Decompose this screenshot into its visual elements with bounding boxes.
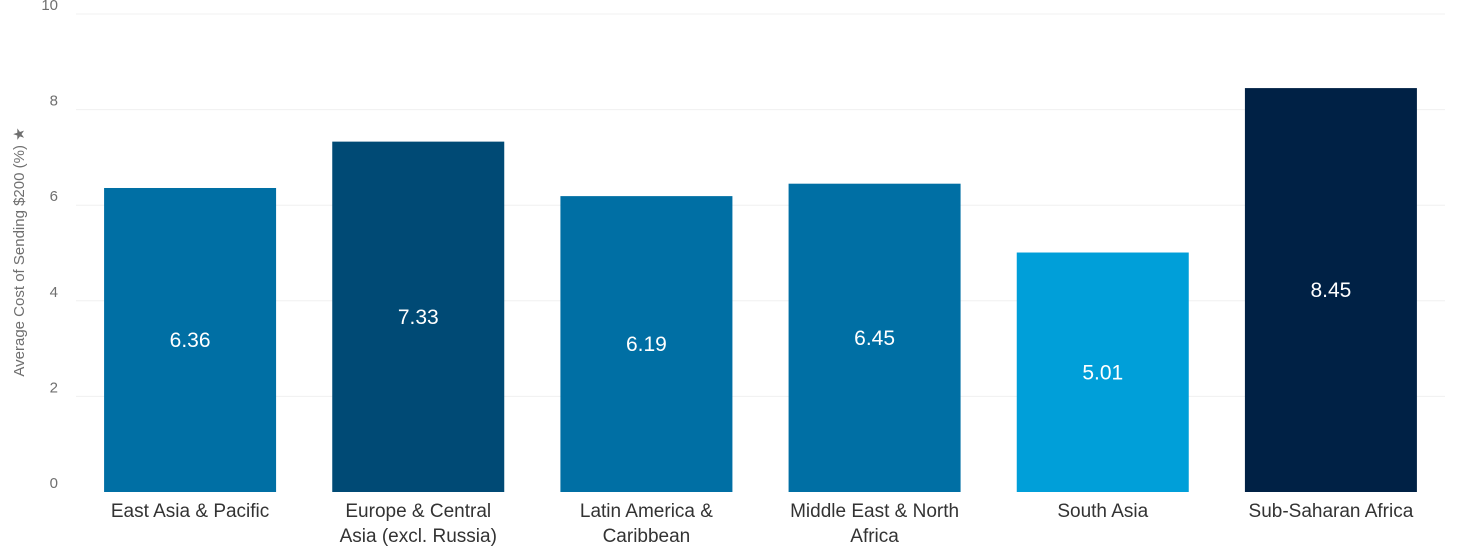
data-label: 8.45 [1310,279,1351,302]
gridlines [76,13,1445,397]
x-tick-label: Europe & Central [345,501,491,522]
data-label: 6.45 [854,327,895,350]
bar [1016,252,1189,492]
y-tick-label: 8 [50,93,58,110]
x-tick-label: Latin America & [580,501,713,522]
y-axis-ticks: 0 2 4 6 8 10 [41,0,58,492]
bar [1244,88,1417,492]
x-tick-label: South Asia [1057,501,1148,522]
y-tick-label: 6 [50,188,58,205]
data-label: 6.36 [170,329,211,352]
bars [104,88,1417,493]
y-tick-label: 4 [50,284,58,301]
data-label: 7.33 [398,306,439,329]
x-tick-label: Middle East & North [790,501,959,522]
x-tick-label: Caribbean [603,526,691,547]
y-tick-label: 0 [50,475,58,492]
data-label: 6.19 [626,333,667,356]
x-tick-label: Asia (excl. Russia) [340,526,497,547]
y-tick-label: 2 [50,379,58,396]
y-axis-title: Average Cost of Sending $200 (%) ★ [11,127,28,376]
x-tick-label: Africa [850,526,899,547]
data-labels: 6.36 7.33 6.19 6.45 5.01 8.45 [170,279,1352,384]
x-tick-label: East Asia & Pacific [111,501,269,522]
bar [332,141,505,492]
bar [560,196,733,493]
x-axis-labels: East Asia & Pacific Europe & Central Asia … [111,501,1414,547]
data-label: 5.01 [1082,361,1123,384]
bar [788,183,961,492]
y-tick-label: 10 [41,0,58,14]
x-tick-label: Sub-Saharan Africa [1249,501,1414,522]
bar [104,187,277,492]
